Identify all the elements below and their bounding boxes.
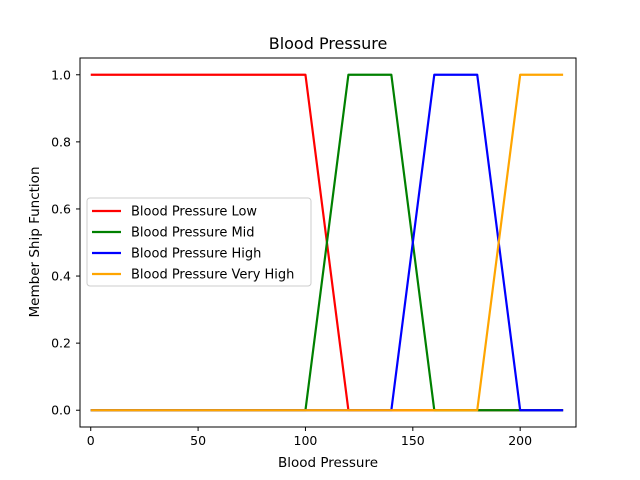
- legend-label: Blood Pressure Mid: [131, 226, 255, 241]
- legend-label: Blood Pressure Very High: [131, 268, 294, 283]
- y-tick-label: 1.0: [51, 67, 71, 82]
- series-line-3: [90, 73, 564, 412]
- x-axis-label: Blood Pressure: [278, 455, 378, 471]
- x-tick-label: 150: [401, 433, 425, 448]
- y-tick-label: 0.6: [51, 201, 71, 216]
- x-tick-label: 0: [87, 433, 95, 448]
- axes-frame: [79, 57, 577, 428]
- y-tick-label: 0.0: [51, 403, 71, 418]
- y-axis-label: Member Ship Function: [27, 167, 43, 318]
- chart-title: Blood Pressure: [269, 34, 388, 53]
- legend-box: [86, 197, 312, 287]
- x-tick-label: 100: [294, 433, 318, 448]
- y-tick-label: 0.4: [51, 269, 71, 284]
- x-tick-label: 200: [508, 433, 532, 448]
- y-tick-label: 0.8: [51, 134, 71, 149]
- legend-label: Blood Pressure Low: [131, 205, 257, 220]
- legend: Blood Pressure Low Blood Pressure Mid Bloo…: [86, 197, 312, 287]
- plot-area: 0 50 100 150 200 0.0 0.2 0.4 0.6 0.8 1.0: [51, 57, 577, 448]
- y-tick-label: 0.2: [51, 336, 71, 351]
- legend-label: Blood Pressure High: [131, 247, 261, 262]
- x-tick-label: 50: [190, 433, 206, 448]
